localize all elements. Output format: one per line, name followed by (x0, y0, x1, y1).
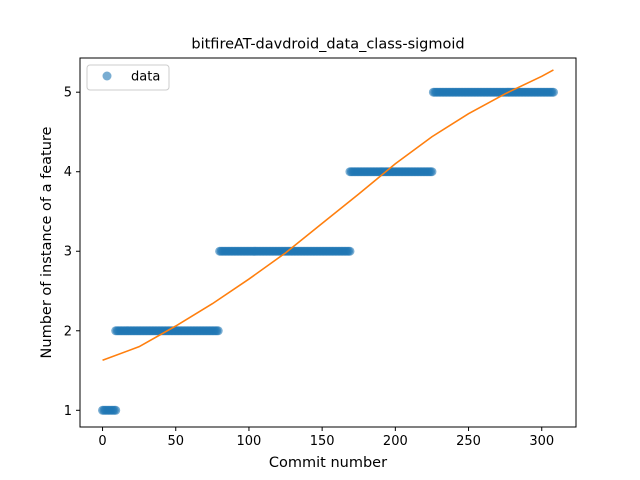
x-tick-label: 100 (237, 434, 262, 449)
sigmoid-fit-line (102, 69, 554, 361)
legend-box (86, 64, 170, 91)
data-point (111, 405, 121, 415)
x-axis-label: Commit number (269, 455, 387, 471)
plot-frame (79, 57, 577, 428)
y-tick-label: 3 (64, 245, 72, 260)
data-point (213, 326, 223, 336)
y-tick-label: 4 (64, 165, 72, 180)
y-tick-label: 5 (64, 86, 72, 101)
x-tick-label: 250 (456, 434, 481, 449)
legend: data (86, 64, 170, 91)
axis-ticks: 0 50 100 150 200 250 300 1 2 3 4 5 (64, 86, 554, 449)
plot-marks (98, 69, 558, 415)
data-point (427, 167, 437, 177)
x-tick-label: 0 (98, 434, 106, 449)
x-tick-label: 300 (529, 434, 554, 449)
y-tick-label: 2 (64, 324, 72, 339)
x-tick-label: 200 (383, 434, 408, 449)
legend-label-data: data (131, 70, 160, 85)
data-point (548, 87, 558, 97)
chart-title: bitfireAT-davdroid_data_class-sigmoid (191, 37, 464, 53)
y-axis-label: Number of instance of a feature (39, 126, 55, 358)
x-tick-label: 150 (310, 434, 335, 449)
legend-marker-data (102, 71, 112, 81)
x-tick-label: 50 (167, 434, 184, 449)
y-tick-label: 1 (64, 404, 72, 419)
data-point (345, 246, 355, 256)
